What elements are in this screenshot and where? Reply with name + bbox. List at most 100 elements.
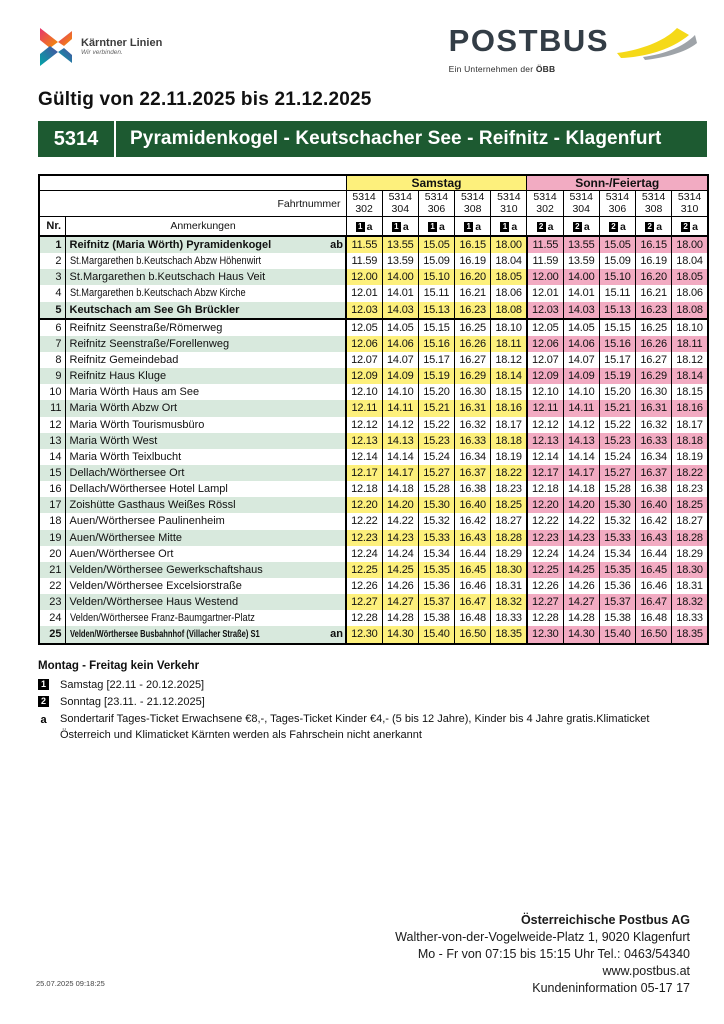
stop-name: Dellach/Wörthersee Ort bbox=[64, 464, 346, 482]
time-cell: 15.35 bbox=[598, 561, 636, 578]
table-row: 3 St.Margarethen b.Keutschach Haus Veit 12… bbox=[38, 269, 708, 286]
time-cell: 18.04 bbox=[671, 253, 708, 270]
trip-number: 304 bbox=[572, 202, 590, 215]
stop-name-text: Maria Wörth West bbox=[69, 434, 158, 447]
day-badge: 1 bbox=[428, 222, 438, 232]
stop-name: Reifnitz Seenstraße/Römerweg bbox=[64, 318, 346, 336]
time-cell: 18.29 bbox=[671, 545, 708, 562]
time-cell: 14.24 bbox=[381, 545, 419, 562]
time-cell: 15.34 bbox=[598, 545, 636, 562]
stop-name: Auen/Wörthersee Paulinenheim bbox=[64, 513, 346, 530]
stop-name-text: Velden/Wörthersee Haus Westend bbox=[69, 596, 239, 609]
timetable: Samstag Sonn-/Feiertag Fahrtnummer 5314 302 5… bbox=[38, 174, 709, 645]
time-cell: 18.31 bbox=[490, 577, 527, 595]
time-cell: 14.26 bbox=[381, 577, 419, 595]
stop-number: 5 bbox=[38, 301, 65, 320]
time-cell: 14.05 bbox=[381, 318, 419, 336]
footnote-text: Sondertarif Tages-Ticket Erwachsene €8,-… bbox=[60, 712, 650, 741]
time-cell: 15.17 bbox=[417, 351, 455, 369]
time-cell: 14.20 bbox=[381, 497, 419, 514]
time-cell: 12.06 bbox=[525, 335, 564, 352]
time-cell: 12.01 bbox=[344, 285, 383, 302]
stop-number: 18 bbox=[38, 513, 65, 530]
time-cell: 16.31 bbox=[635, 400, 672, 417]
time-cell: 16.44 bbox=[635, 545, 672, 562]
time-cell: 18.27 bbox=[490, 513, 527, 530]
time-cell: 14.01 bbox=[381, 285, 419, 302]
time-cell: 14.24 bbox=[562, 545, 600, 562]
time-cell: 18.35 bbox=[671, 626, 708, 644]
time-cell: 18.06 bbox=[490, 285, 527, 302]
footnote-item: 1 Samstag [22.11 - 20.12.2025] bbox=[38, 677, 707, 693]
time-cell: 18.10 bbox=[671, 318, 708, 336]
footnote-badge: 1 bbox=[38, 678, 49, 690]
time-cell: 12.26 bbox=[525, 577, 564, 595]
time-cell: 11.59 bbox=[525, 253, 564, 270]
time-cell: 16.47 bbox=[635, 594, 672, 611]
time-cell: 16.15 bbox=[635, 236, 672, 254]
time-cell: 18.15 bbox=[671, 384, 708, 401]
fare-note: a bbox=[366, 221, 373, 233]
kaerntner-linien-tagline: Wir verbinden. bbox=[81, 48, 123, 56]
time-cell: 16.38 bbox=[454, 481, 491, 498]
time-cell: 18.30 bbox=[671, 561, 708, 578]
stop-name: Zoishütte Gasthaus Weißes Rössl bbox=[64, 497, 346, 514]
time-cell: 12.13 bbox=[525, 432, 564, 449]
time-cell: 18.14 bbox=[490, 368, 527, 385]
time-cell: 15.21 bbox=[598, 400, 636, 417]
time-cell: 16.46 bbox=[635, 577, 672, 595]
time-cell: 15.09 bbox=[417, 253, 455, 270]
day-badge: 1 bbox=[391, 222, 401, 232]
time-cell: 16.25 bbox=[635, 318, 672, 336]
trip-line: 5314 bbox=[677, 191, 702, 203]
time-cell: 12.20 bbox=[344, 497, 383, 514]
time-cell: 16.40 bbox=[635, 497, 672, 514]
fahrtnummer-row: Fahrtnummer 5314 302 5314 304 5314 306 5314 308 5… bbox=[38, 190, 709, 217]
anmerkungen-label: Anmerkungen bbox=[64, 216, 347, 237]
time-cell: 16.47 bbox=[454, 594, 491, 611]
trip-line: 5314 bbox=[605, 191, 630, 203]
postbus-subtitle: Ein Unternehmen der ÖBB bbox=[448, 64, 556, 74]
footnote-item: a Sondertarif Tages-Ticket Erwachsene €8,… bbox=[38, 711, 707, 743]
time-cell: 16.34 bbox=[635, 448, 672, 465]
stop-name-text: Dellach/Wörthersee Ort bbox=[69, 467, 185, 480]
time-cell: 18.11 bbox=[671, 335, 708, 352]
time-cell: 12.24 bbox=[525, 545, 564, 562]
time-cell: 15.21 bbox=[417, 400, 455, 417]
time-cell: 18.14 bbox=[671, 368, 708, 385]
footer-website: www.postbus.at bbox=[602, 964, 690, 978]
time-cell: 16.38 bbox=[635, 481, 672, 498]
table-row: 19 Auen/Wörthersee Mitte 12.23 14.23 15.33 16… bbox=[38, 529, 708, 546]
stop-number: 8 bbox=[38, 351, 65, 369]
time-cell: 15.32 bbox=[417, 513, 455, 530]
table-row: 6 Reifnitz Seenstraße/Römerweg 12.05 14.05 1… bbox=[38, 318, 708, 336]
time-cell: 12.06 bbox=[344, 335, 383, 352]
stop-name: Auen/Wörthersee Mitte bbox=[64, 529, 346, 546]
time-cell: 14.28 bbox=[381, 610, 419, 627]
time-cell: 14.20 bbox=[562, 497, 600, 514]
footnote-item: 2 Sonntag [23.11. - 21.12.2025] bbox=[38, 694, 707, 710]
route-number: 5314 bbox=[38, 121, 116, 157]
time-cell: 15.11 bbox=[417, 285, 455, 302]
time-cell: 14.03 bbox=[562, 301, 600, 320]
stop-name-text: Auen/Wörthersee Ort bbox=[69, 547, 174, 560]
time-cell: 16.19 bbox=[635, 253, 672, 270]
stop-name: Maria Wörth West bbox=[64, 432, 346, 449]
time-cell: 14.05 bbox=[562, 318, 600, 336]
table-row: 16 Dellach/Wörthersee Hotel Lampl 12.18 14.… bbox=[38, 481, 708, 498]
anmerkungen-row: Nr. Anmerkungen 1 a 1 a 1 a 1 a 1 a 2 a 2 a 2 a 2 a 2 a bbox=[38, 216, 709, 237]
departure-arrival-label: ab bbox=[330, 239, 343, 252]
time-cell: 16.32 bbox=[635, 416, 672, 433]
time-cell: 15.20 bbox=[598, 384, 636, 401]
stop-name-text: Dellach/Wörthersee Hotel Lampl bbox=[69, 483, 228, 496]
time-cell: 18.19 bbox=[671, 448, 708, 465]
day-badge: 1 bbox=[464, 222, 474, 232]
time-cell: 13.59 bbox=[381, 253, 419, 270]
time-cell: 16.29 bbox=[635, 368, 672, 385]
time-cell: 18.19 bbox=[490, 448, 527, 465]
time-cell: 18.22 bbox=[671, 464, 708, 482]
time-cell: 18.23 bbox=[671, 481, 708, 498]
footnote-badge: a bbox=[40, 713, 47, 726]
time-cell: 15.10 bbox=[417, 269, 455, 286]
